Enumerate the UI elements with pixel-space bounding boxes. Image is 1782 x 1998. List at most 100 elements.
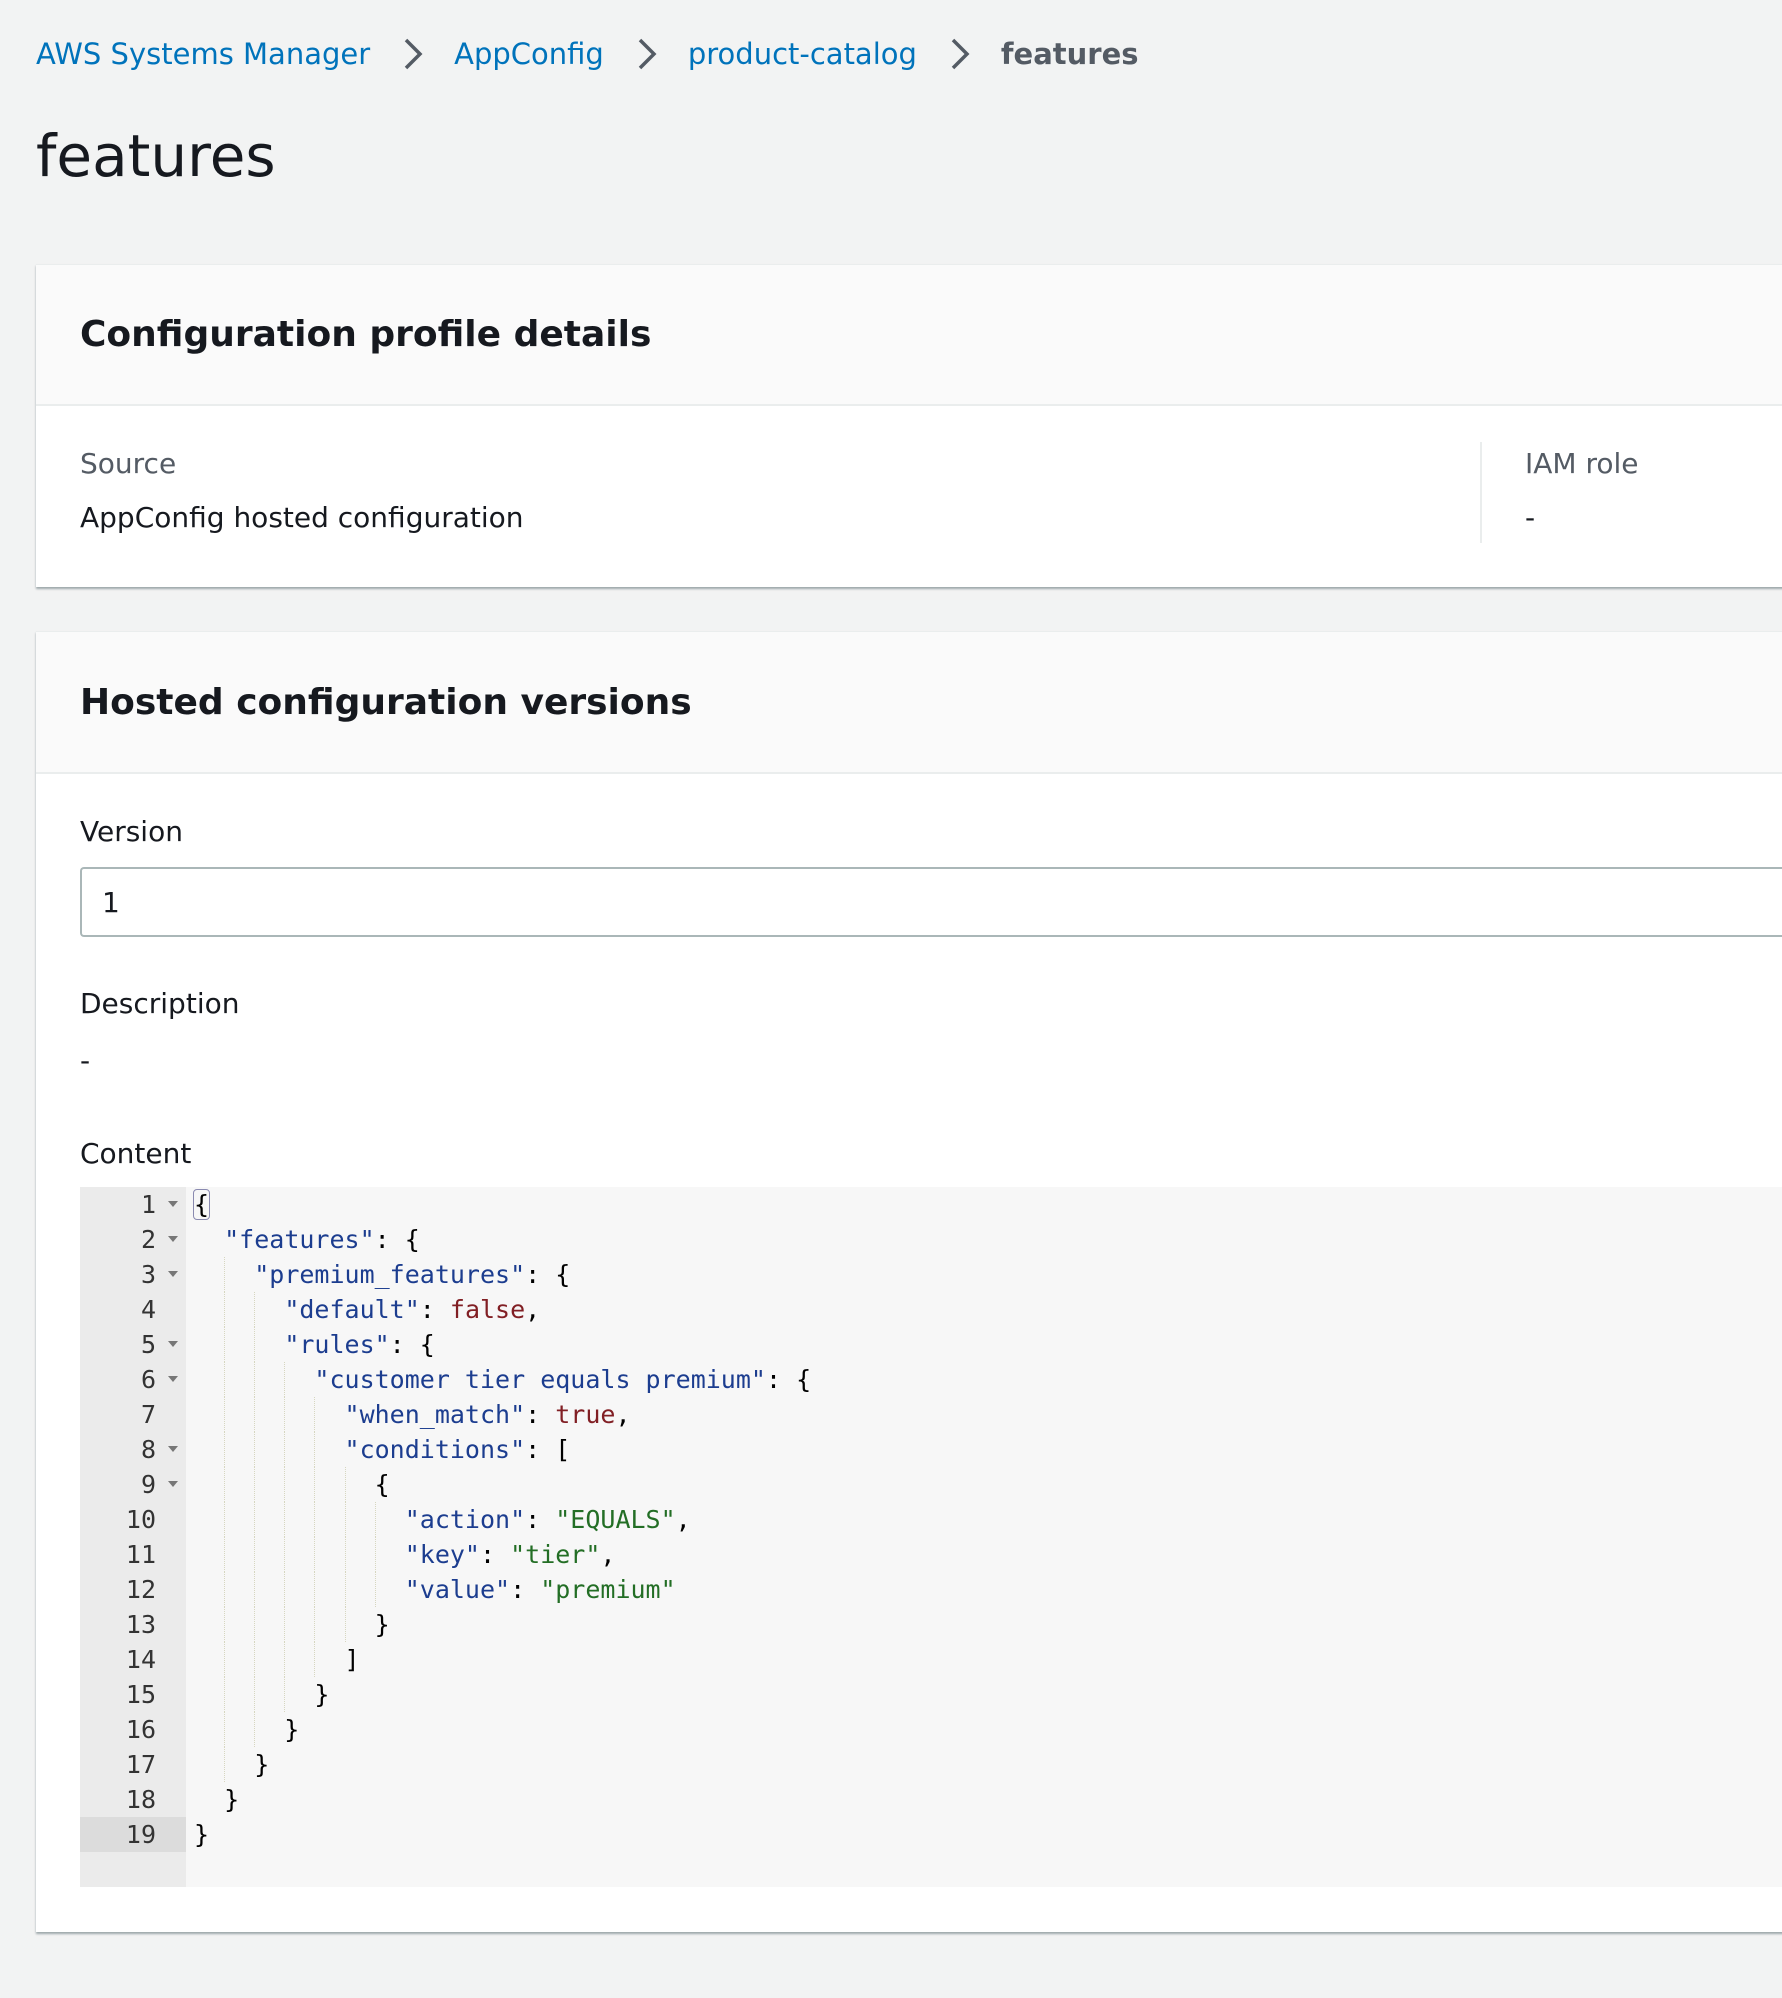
json-punctuation xyxy=(194,1505,405,1534)
indent-guide xyxy=(374,1572,376,1607)
indent-guide xyxy=(224,1642,226,1677)
json-punctuation: } xyxy=(194,1680,330,1709)
fold-arrow-icon[interactable] xyxy=(168,1271,178,1277)
fold-arrow-icon[interactable] xyxy=(168,1376,178,1382)
indent-guide xyxy=(224,1537,226,1572)
indent-guide xyxy=(254,1292,256,1327)
line-number: 9 xyxy=(80,1467,186,1502)
json-punctuation: } xyxy=(194,1750,270,1779)
version-value: 1 xyxy=(102,885,120,919)
indent-guide xyxy=(254,1502,256,1537)
line-number: 15 xyxy=(125,1680,156,1709)
json-punctuation: } xyxy=(194,1715,300,1744)
source-label: Source xyxy=(80,447,177,480)
json-punctuation: { xyxy=(194,1470,390,1499)
json-punctuation: : { xyxy=(374,1225,420,1254)
indent-guide xyxy=(344,1537,346,1572)
code-editor[interactable]: 1 2 3 4 5 6 7 8 9 10 11 12 13 14 15 16 17 18 19 { "feature… xyxy=(80,1187,1782,1887)
indent-guide xyxy=(254,1362,256,1397)
indent-guide xyxy=(284,1537,286,1572)
chevron-right-icon xyxy=(392,34,432,74)
line-number: 12 xyxy=(125,1575,156,1604)
json-punctuation: : { xyxy=(389,1330,435,1359)
indent-guide xyxy=(374,1537,376,1572)
fold-arrow-icon[interactable] xyxy=(168,1341,178,1347)
description-value: - xyxy=(80,1044,91,1077)
json-punctuation xyxy=(194,1540,405,1569)
code-line: } xyxy=(194,1817,209,1852)
json-punctuation xyxy=(194,1330,284,1359)
indent-guide xyxy=(254,1327,256,1362)
configuration-profile-details-panel: Configuration profile details Source App… xyxy=(36,264,1782,587)
version-select[interactable]: 1 xyxy=(80,867,1782,937)
fold-arrow-icon[interactable] xyxy=(168,1201,178,1207)
indent-guide xyxy=(284,1502,286,1537)
breadcrumb-systems-manager[interactable]: AWS Systems Manager xyxy=(36,37,371,71)
json-punctuation: , xyxy=(600,1540,616,1569)
code-line: ] xyxy=(194,1642,360,1677)
fold-arrow-icon[interactable] xyxy=(168,1481,178,1487)
code-line: "premium_features": { xyxy=(194,1257,570,1292)
code-line: { xyxy=(194,1467,390,1502)
json-key: "customer tier equals premium" xyxy=(314,1365,766,1394)
indent-guide xyxy=(224,1677,226,1712)
breadcrumb-appconfig[interactable]: AppConfig xyxy=(454,37,604,71)
chevron-right-icon xyxy=(939,34,979,74)
line-number: 16 xyxy=(125,1715,156,1744)
code-line: } xyxy=(194,1747,269,1782)
indent-guide xyxy=(254,1642,256,1677)
indent-guide xyxy=(314,1432,316,1467)
json-key: "premium_features" xyxy=(254,1260,526,1289)
indent-guide xyxy=(254,1712,256,1747)
json-punctuation: { xyxy=(192,1189,211,1220)
indent-guide xyxy=(254,1537,256,1572)
line-number: 5 xyxy=(80,1327,186,1362)
indent-guide xyxy=(314,1397,316,1432)
fold-arrow-icon[interactable] xyxy=(168,1236,178,1242)
iam-role-label: IAM role xyxy=(1525,447,1639,480)
indent-guide xyxy=(254,1467,256,1502)
json-punctuation: : xyxy=(510,1575,541,1604)
source-value: AppConfig hosted configuration xyxy=(80,501,524,534)
json-punctuation xyxy=(194,1225,224,1254)
json-punctuation: : { xyxy=(765,1365,812,1394)
json-punctuation: : xyxy=(525,1400,556,1429)
breadcrumb-application[interactable]: product-catalog xyxy=(687,37,917,71)
indent-guide xyxy=(284,1572,286,1607)
json-punctuation xyxy=(194,1435,345,1464)
code-line: "value": "premium" xyxy=(194,1572,676,1607)
indent-guide xyxy=(224,1292,226,1327)
json-punctuation xyxy=(194,1295,284,1324)
fold-arrow-icon[interactable] xyxy=(168,1446,178,1452)
json-key: "action" xyxy=(404,1505,526,1534)
column-divider xyxy=(1480,442,1482,543)
indent-guide xyxy=(314,1607,316,1642)
code-line: "rules": { xyxy=(194,1327,435,1362)
indent-guide xyxy=(374,1502,376,1537)
line-number: 7 xyxy=(140,1400,156,1429)
indent-guide xyxy=(344,1467,346,1502)
code-line: } xyxy=(194,1712,299,1747)
code-line: "key": "tier", xyxy=(194,1537,616,1572)
indent-guide xyxy=(284,1607,286,1642)
indent-guide xyxy=(314,1572,316,1607)
json-punctuation: ] xyxy=(194,1645,360,1674)
indent-guide xyxy=(314,1502,316,1537)
json-key: "conditions" xyxy=(344,1435,526,1464)
json-punctuation: : xyxy=(525,1505,556,1534)
json-string: "tier" xyxy=(510,1540,601,1569)
breadcrumb-current: features xyxy=(1000,37,1139,71)
indent-guide xyxy=(284,1467,286,1502)
line-number: 11 xyxy=(125,1540,156,1569)
line-number: 6 xyxy=(80,1362,186,1397)
code-line: "features": { xyxy=(194,1222,420,1257)
line-number: 19 xyxy=(80,1817,186,1852)
line-number-gutter: 1 2 3 4 5 6 7 8 9 10 11 12 13 14 15 16 17 18 19 xyxy=(80,1187,186,1887)
indent-guide xyxy=(284,1642,286,1677)
indent-guide xyxy=(344,1572,346,1607)
line-number: 2 xyxy=(80,1222,186,1257)
json-punctuation xyxy=(194,1400,345,1429)
indent-guide xyxy=(314,1642,316,1677)
panel-title: Hosted configuration versions xyxy=(80,681,692,723)
indent-guide xyxy=(224,1502,226,1537)
